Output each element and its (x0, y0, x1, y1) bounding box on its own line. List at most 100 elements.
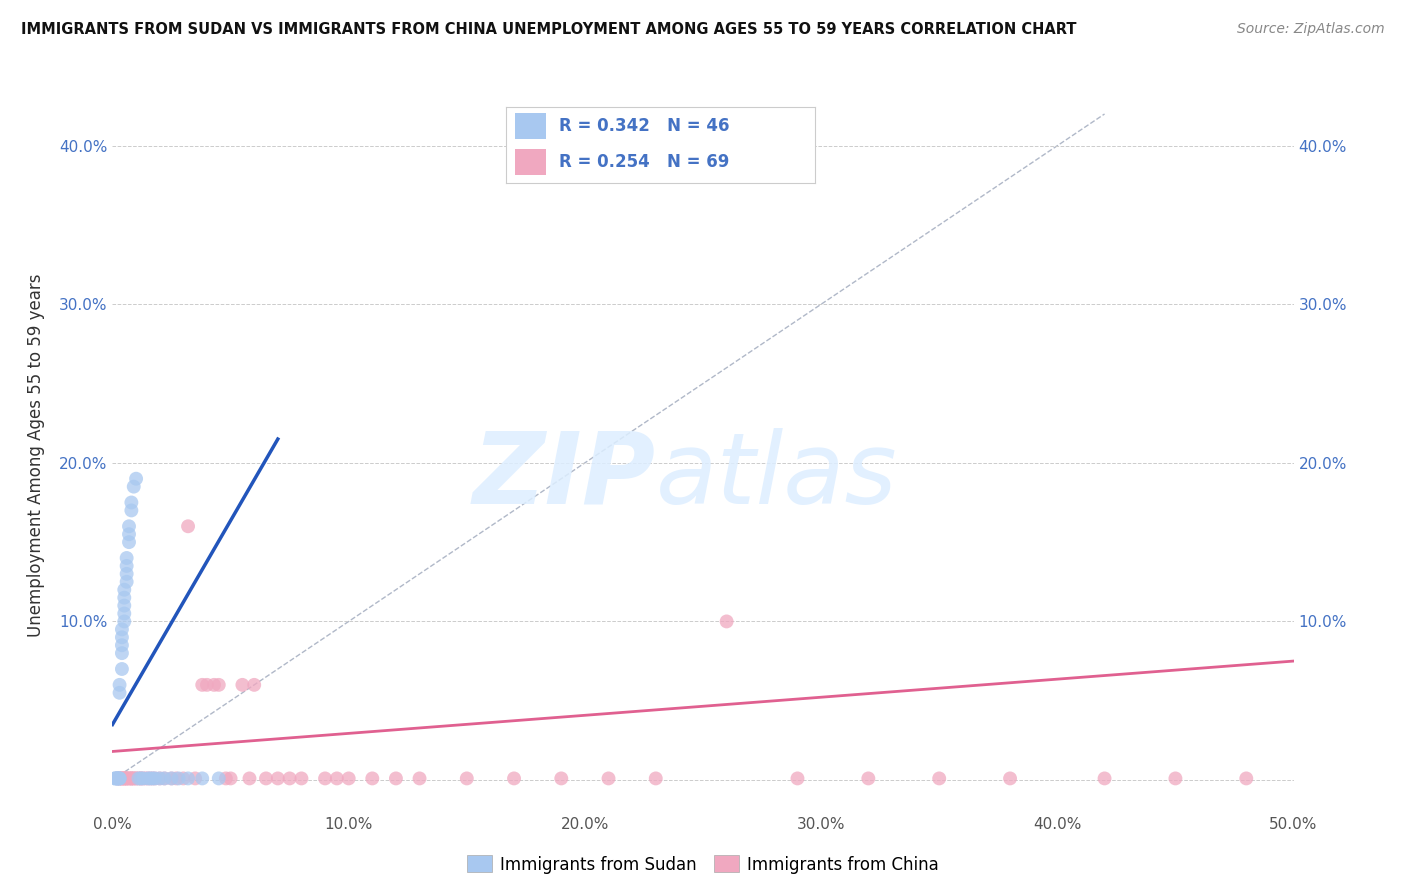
Point (215, 772, 238, 786)
Text: atlas: atlas (655, 428, 897, 524)
Point (115, 772, 138, 786)
Point (105, 772, 128, 786)
Point (238, 772, 260, 786)
Point (202, 678, 225, 692)
Point (112, 772, 135, 786)
Text: R = 0.342   N = 46: R = 0.342 N = 46 (558, 117, 730, 135)
Point (160, 772, 183, 786)
Point (104, 772, 127, 786)
Point (208, 772, 231, 786)
Point (254, 772, 277, 786)
Point (118, 772, 141, 786)
Point (278, 772, 301, 786)
Point (290, 772, 312, 786)
Point (111, 638, 134, 652)
Point (243, 678, 266, 692)
Point (153, 772, 176, 786)
Point (326, 772, 349, 786)
Point (120, 495, 142, 509)
Point (111, 623, 134, 637)
Point (129, 772, 152, 786)
Point (105, 772, 128, 786)
Point (118, 527, 141, 541)
Point (122, 772, 145, 786)
Point (115, 574, 138, 589)
Point (172, 772, 194, 786)
Point (108, 772, 131, 786)
Point (177, 519, 200, 533)
Point (111, 772, 134, 786)
Point (118, 772, 141, 786)
Point (112, 591, 135, 605)
Point (127, 772, 149, 786)
Point (127, 772, 149, 786)
Point (195, 678, 218, 692)
Point (118, 535, 141, 549)
Point (115, 551, 138, 566)
Point (111, 772, 134, 786)
Point (115, 772, 138, 786)
Point (314, 772, 336, 786)
Point (132, 772, 155, 786)
Point (786, 772, 808, 786)
Point (132, 772, 155, 786)
Point (136, 772, 159, 786)
Point (1234, 772, 1257, 786)
Point (112, 615, 135, 629)
Point (408, 772, 430, 786)
Point (135, 772, 157, 786)
Point (120, 503, 142, 517)
Point (111, 630, 134, 644)
Text: R = 0.254   N = 69: R = 0.254 N = 69 (558, 153, 730, 171)
Point (191, 678, 214, 692)
Point (111, 772, 134, 786)
Point (644, 772, 666, 786)
Point (120, 772, 142, 786)
Point (125, 772, 148, 786)
Point (598, 772, 620, 786)
Point (139, 772, 162, 786)
Point (142, 772, 165, 786)
Point (143, 772, 166, 786)
Point (108, 772, 131, 786)
Point (167, 772, 190, 786)
Point (143, 772, 166, 786)
Point (112, 772, 135, 786)
Point (111, 662, 134, 676)
Point (177, 772, 200, 786)
Point (153, 772, 176, 786)
FancyBboxPatch shape (516, 150, 547, 175)
Point (112, 607, 135, 621)
Point (149, 772, 172, 786)
Point (231, 678, 253, 692)
Point (184, 772, 207, 786)
Point (385, 772, 408, 786)
Point (129, 772, 152, 786)
Point (122, 772, 145, 786)
Point (160, 772, 183, 786)
Point (108, 772, 131, 786)
Point (125, 472, 148, 486)
Text: IMMIGRANTS FROM SUDAN VS IMMIGRANTS FROM CHINA UNEMPLOYMENT AMONG AGES 55 TO 59 : IMMIGRANTS FROM SUDAN VS IMMIGRANTS FROM… (21, 22, 1077, 37)
Point (928, 772, 950, 786)
Point (1164, 772, 1187, 786)
Point (112, 582, 135, 597)
Point (105, 772, 128, 786)
Point (108, 772, 131, 786)
Y-axis label: Unemployment Among Ages 55 to 59 years: Unemployment Among Ages 55 to 59 years (27, 273, 45, 637)
Point (115, 566, 138, 581)
Point (191, 772, 214, 786)
Point (550, 772, 572, 786)
Point (165, 772, 187, 786)
Point (118, 519, 141, 533)
Point (105, 772, 128, 786)
Point (115, 558, 138, 573)
Point (139, 772, 162, 786)
Point (108, 772, 131, 786)
Point (267, 772, 290, 786)
Point (361, 772, 384, 786)
Text: Source: ZipAtlas.com: Source: ZipAtlas.com (1237, 22, 1385, 37)
Point (108, 678, 131, 692)
Point (122, 480, 145, 494)
Point (208, 678, 231, 692)
